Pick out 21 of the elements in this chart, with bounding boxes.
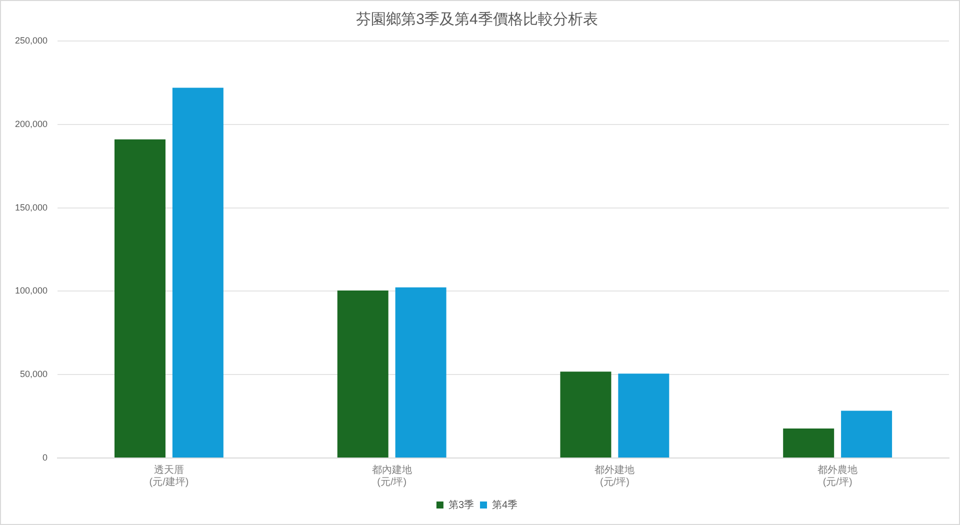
x-tick-label: 透天厝 (元/建坪) bbox=[149, 464, 189, 488]
bar bbox=[783, 428, 834, 458]
chart-title: 芬園鄉第3季及第4季價格比較分析表 bbox=[356, 11, 598, 28]
x-tick-label: 都內建地 (元/坪) bbox=[372, 464, 412, 488]
bar bbox=[841, 410, 892, 458]
y-tick-label: 200,000 bbox=[14, 118, 48, 129]
bar bbox=[560, 372, 612, 458]
x-tick-label: 都外建地 (元/坪) bbox=[594, 464, 635, 488]
bar bbox=[114, 139, 166, 458]
x-tick-label: 都外農地 (元/坪) bbox=[818, 464, 858, 488]
bar bbox=[172, 88, 224, 458]
legend-label: 第4季 bbox=[492, 498, 518, 511]
y-tick-label: 150,000 bbox=[14, 202, 48, 212]
y-tick-label: 0 bbox=[42, 452, 48, 462]
legend-label: 第3季 bbox=[448, 498, 474, 511]
bar bbox=[618, 374, 670, 458]
bar bbox=[337, 290, 388, 458]
bar bbox=[395, 287, 446, 458]
y-tick-label: 50,000 bbox=[20, 369, 48, 380]
y-tick-label: 250,000 bbox=[14, 35, 48, 46]
y-tick-label: 100,000 bbox=[14, 286, 48, 296]
